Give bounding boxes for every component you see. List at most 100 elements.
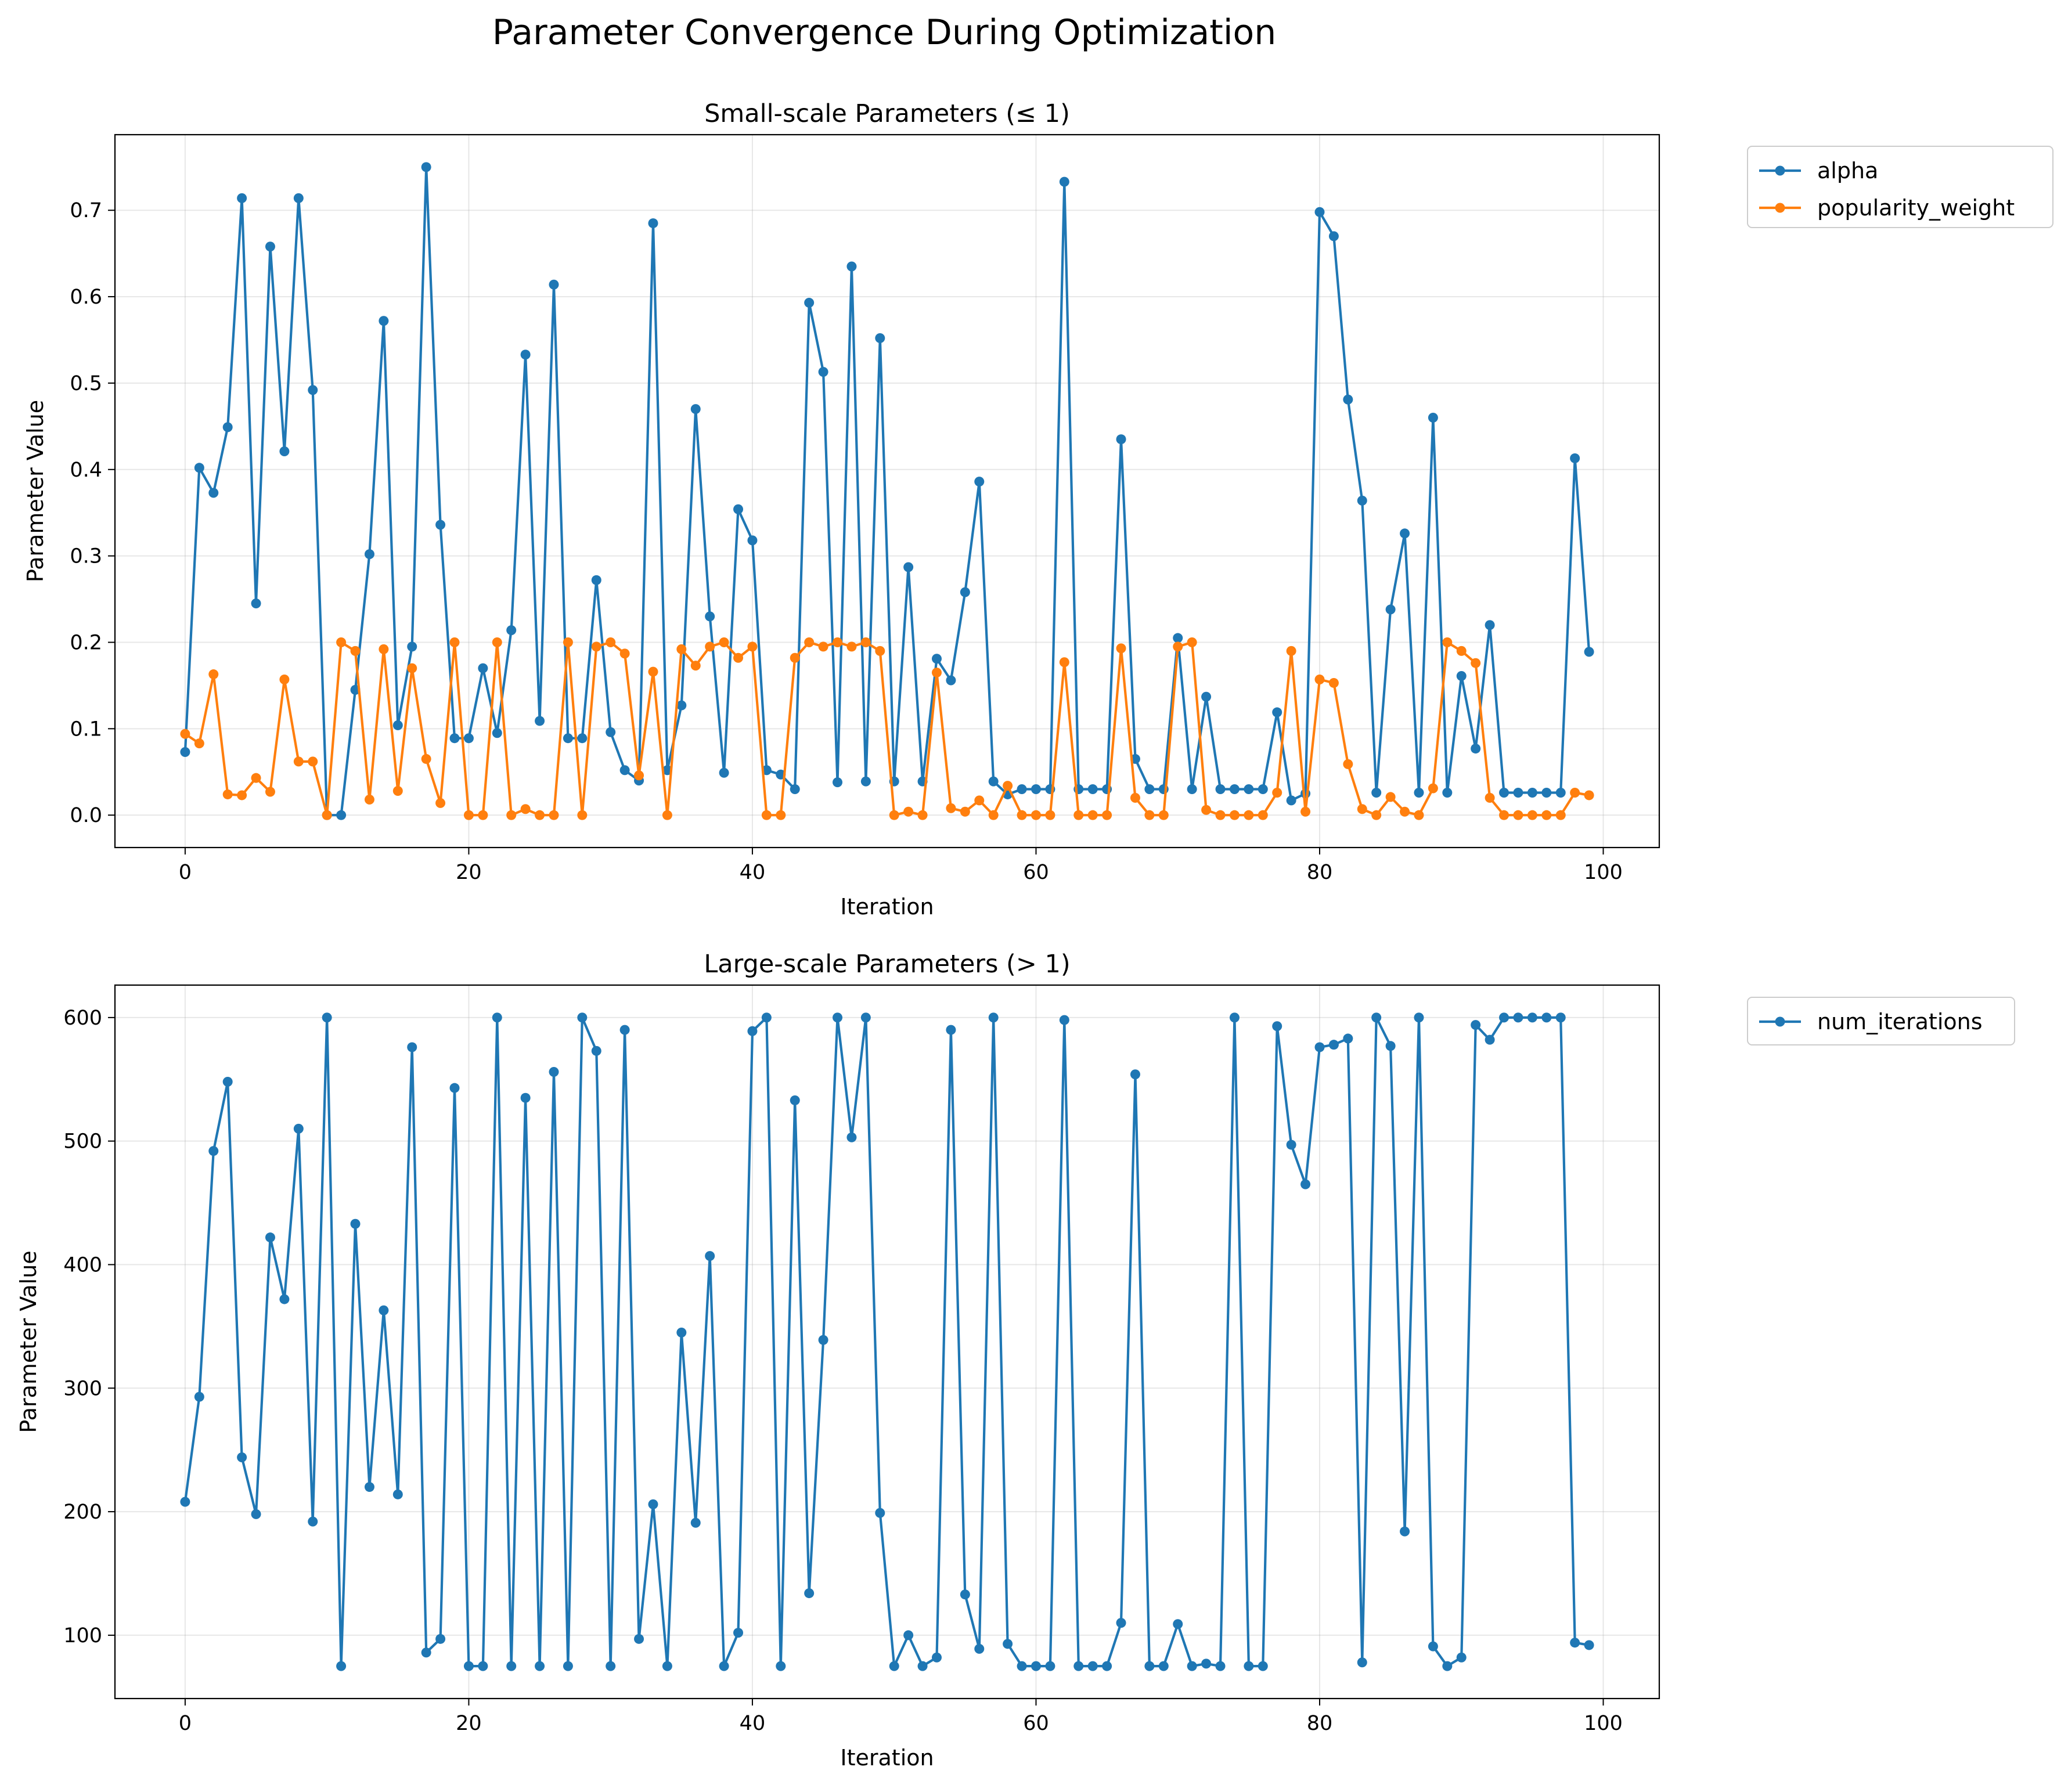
data-point [974,1643,985,1654]
data-point [988,810,999,820]
data-point [804,637,815,647]
x-tick-label: 0 [179,861,192,884]
y-tick-label: 0.3 [70,545,102,568]
data-point [648,666,658,677]
data-point [860,776,871,787]
data-point [1158,1661,1169,1671]
data-point [960,1589,970,1600]
series-line [183,1016,1590,1668]
data-point [790,652,800,663]
y-tick-label: 500 [63,1130,102,1153]
data-point [1130,792,1140,803]
legend-item: alpha [1759,158,1878,183]
x-tick-label: 20 [456,861,482,884]
data-point [1485,1034,1495,1045]
data-point [1570,453,1580,463]
data-point [1144,810,1155,820]
y-tick-label: 0.7 [70,199,102,222]
data-point [1400,528,1410,539]
y-tick-label: 100 [63,1624,102,1647]
data-point [1541,787,1552,798]
data-point [988,1012,999,1023]
data-point [1541,810,1552,820]
data-point [1031,784,1041,795]
data-point [1428,783,1438,794]
data-point [1527,1012,1537,1023]
data-point [1229,810,1240,820]
data-point [1555,810,1566,820]
y-axis-label: Parameter Value [23,400,48,582]
data-point [804,298,815,308]
y-tick-label: 600 [63,1007,102,1030]
data-point [591,641,601,652]
data-point [733,1628,744,1638]
x-tick-label: 100 [1584,861,1623,884]
data-point [520,1092,531,1103]
data-point [591,1045,601,1056]
data-point [1584,647,1594,657]
data-point [1201,1658,1212,1669]
data-point [251,773,261,783]
data-point [1244,810,1254,820]
data-point [676,1328,687,1338]
data-point [1314,1042,1325,1052]
data-point [761,810,772,820]
data-point [960,587,970,597]
data-point [946,675,956,686]
y-tick-label: 400 [63,1253,102,1277]
data-point [1173,1619,1183,1629]
data-point [577,1012,588,1023]
data-point [379,644,389,654]
data-point [180,729,190,739]
legend: alpha popularity_weight [1747,146,2053,228]
data-point [336,1661,347,1671]
data-point [222,1077,233,1087]
data-point [619,765,630,776]
figure-title: Parameter Convergence During Optimizatio… [492,12,1276,53]
data-point [1527,810,1537,820]
x-tick-label: 40 [740,1712,766,1735]
data-point [1300,806,1311,817]
data-point [733,652,744,663]
data-point [293,1123,304,1134]
data-point [676,644,687,654]
data-point [1456,1652,1467,1663]
legend-item: num_iterations [1759,1009,1983,1034]
data-point [1428,1641,1438,1652]
data-point [364,794,374,805]
data-point [1158,810,1169,820]
data-point [1471,1020,1481,1030]
data-point [1499,787,1509,798]
data-point [1144,1661,1155,1671]
data-point [1357,495,1367,506]
data-point [1215,784,1226,795]
data-point [974,477,985,487]
data-point [1471,744,1481,754]
x-axis-label: Iteration [840,894,934,920]
data-point [690,1517,701,1528]
data-point [1485,620,1495,630]
data-point [804,1588,815,1599]
data-point [520,804,531,814]
data-point [1003,1639,1013,1649]
data-point [776,810,786,820]
data-point [1286,1140,1296,1150]
data-point [1087,784,1098,795]
data-point [1102,810,1112,820]
data-point [520,349,531,360]
data-point [946,803,956,813]
data-point [1073,810,1084,820]
data-point [421,753,431,764]
axes-frame [114,134,1660,849]
data-point [619,1025,630,1035]
data-point [379,316,389,326]
data-point [818,367,828,377]
data-point [1229,1012,1240,1023]
data-point [747,1026,758,1036]
data-point [407,663,417,673]
data-point [1513,787,1523,798]
data-point [761,1012,772,1023]
data-point [449,1083,460,1093]
data-point [1400,1526,1410,1537]
